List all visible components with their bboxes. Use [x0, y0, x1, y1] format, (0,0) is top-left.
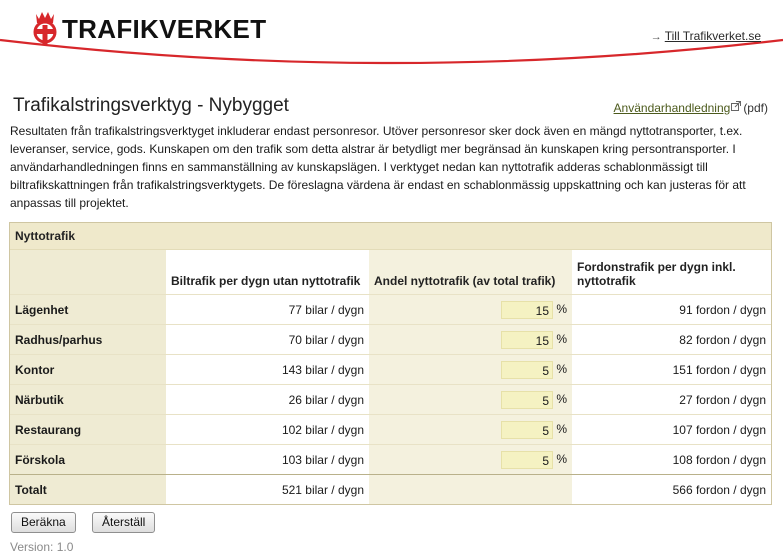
table-row: Radhus/parhus 70 bilar / dygn 15% 82 for…: [10, 324, 771, 355]
row-share-cell: 15%: [369, 294, 572, 325]
total-label: Totalt: [10, 474, 166, 504]
arrow-right-icon: →: [650, 31, 662, 43]
percent-unit: %: [556, 331, 567, 346]
share-input[interactable]: 5: [501, 450, 553, 469]
row-label: Förskola: [10, 444, 166, 475]
row-share-cell: 5%: [369, 414, 572, 445]
header-arc-decoration: [0, 38, 783, 65]
total-total-value: 566 fordon / dygn: [572, 474, 771, 504]
table-row: Restaurang 102 bilar / dygn 5% 107 fordo…: [10, 414, 771, 445]
trafikverket-link[interactable]: → Till Trafikverket.se: [651, 29, 761, 43]
row-share-cell: 5%: [369, 384, 572, 415]
row-base-value: 102 bilar / dygn: [166, 414, 369, 445]
page-title: Trafikalstringsverktyg - Nybygget: [13, 95, 289, 116]
row-label: Närbutik: [10, 384, 166, 415]
external-link-icon: [731, 100, 742, 114]
manual-link-text[interactable]: Användarhandledning: [613, 101, 731, 115]
share-input[interactable]: 5: [501, 360, 553, 379]
row-base-value: 103 bilar / dygn: [166, 444, 369, 475]
share-input[interactable]: 5: [501, 390, 553, 409]
row-total-value: 82 fordon / dygn: [572, 324, 771, 355]
nyttotrafik-panel: Nyttotrafik Biltrafik per dygn utan nytt…: [9, 222, 772, 505]
row-base-value: 77 bilar / dygn: [166, 294, 369, 325]
total-share-cell: [369, 474, 572, 504]
table-row: Lägenhet 77 bilar / dygn 15% 91 fordon /…: [10, 294, 771, 325]
manual-link[interactable]: Användarhandledning (pdf): [614, 100, 768, 115]
percent-unit: %: [556, 301, 567, 316]
table-row: Förskola 103 bilar / dygn 5% 108 fordon …: [10, 444, 771, 475]
percent-unit: %: [556, 421, 567, 436]
row-total-value: 27 fordon / dygn: [572, 384, 771, 415]
trafikverket-logo[interactable]: TRAFIKVERKET: [30, 8, 266, 46]
total-row: Totalt 521 bilar / dygn 566 fordon / dyg…: [10, 474, 771, 504]
row-base-value: 70 bilar / dygn: [166, 324, 369, 355]
row-base-value: 143 bilar / dygn: [166, 354, 369, 385]
crown-logo-icon: [33, 12, 57, 44]
column-header-total: Fordonstrafik per dygn inkl. nyttotrafik: [572, 250, 771, 295]
row-total-value: 108 fordon / dygn: [572, 444, 771, 475]
row-share-cell: 15%: [369, 324, 572, 355]
header: TRAFIKVERKET → Till Trafikverket.se: [0, 0, 783, 66]
row-total-value: 91 fordon / dygn: [572, 294, 771, 325]
column-header-share: Andel nyttotrafik (av total trafik): [374, 274, 556, 288]
share-input[interactable]: 5: [501, 420, 553, 439]
table-row: Kontor 143 bilar / dygn 5% 151 fordon / …: [10, 354, 771, 385]
row-label: Lägenhet: [10, 294, 166, 325]
calculate-button[interactable]: Beräkna: [11, 512, 76, 533]
table-header-row: Biltrafik per dygn utan nyttotrafik Ande…: [10, 250, 771, 295]
percent-unit: %: [556, 391, 567, 406]
intro-text: Resultaten från trafikalstringsverktyget…: [10, 124, 746, 210]
nyttotrafik-table: Biltrafik per dygn utan nyttotrafik Ande…: [10, 250, 771, 504]
percent-unit: %: [556, 361, 567, 376]
logo-text: TRAFIKVERKET: [62, 13, 267, 44]
total-base-value: 521 bilar / dygn: [166, 474, 369, 504]
row-total-value: 151 fordon / dygn: [572, 354, 771, 385]
panel-title: Nyttotrafik: [10, 223, 771, 250]
table-row: Närbutik 26 bilar / dygn 5% 27 fordon / …: [10, 384, 771, 415]
column-header-label: [10, 250, 166, 295]
share-input[interactable]: 15: [501, 330, 553, 349]
trafikverket-link-text[interactable]: Till Trafikverket.se: [664, 29, 761, 43]
manual-pdf-suffix: (pdf): [743, 101, 768, 115]
share-input[interactable]: 15: [501, 300, 553, 319]
percent-unit: %: [556, 451, 567, 466]
row-label: Kontor: [10, 354, 166, 385]
row-base-value: 26 bilar / dygn: [166, 384, 369, 415]
row-total-value: 107 fordon / dygn: [572, 414, 771, 445]
row-share-cell: 5%: [369, 444, 572, 475]
row-label: Radhus/parhus: [10, 324, 166, 355]
version-text: Version: 1.0: [10, 540, 74, 554]
column-header-base: Biltrafik per dygn utan nyttotrafik: [166, 250, 369, 295]
reset-button[interactable]: Återställ: [92, 512, 156, 533]
row-share-cell: 5%: [369, 354, 572, 385]
row-label: Restaurang: [10, 414, 166, 445]
